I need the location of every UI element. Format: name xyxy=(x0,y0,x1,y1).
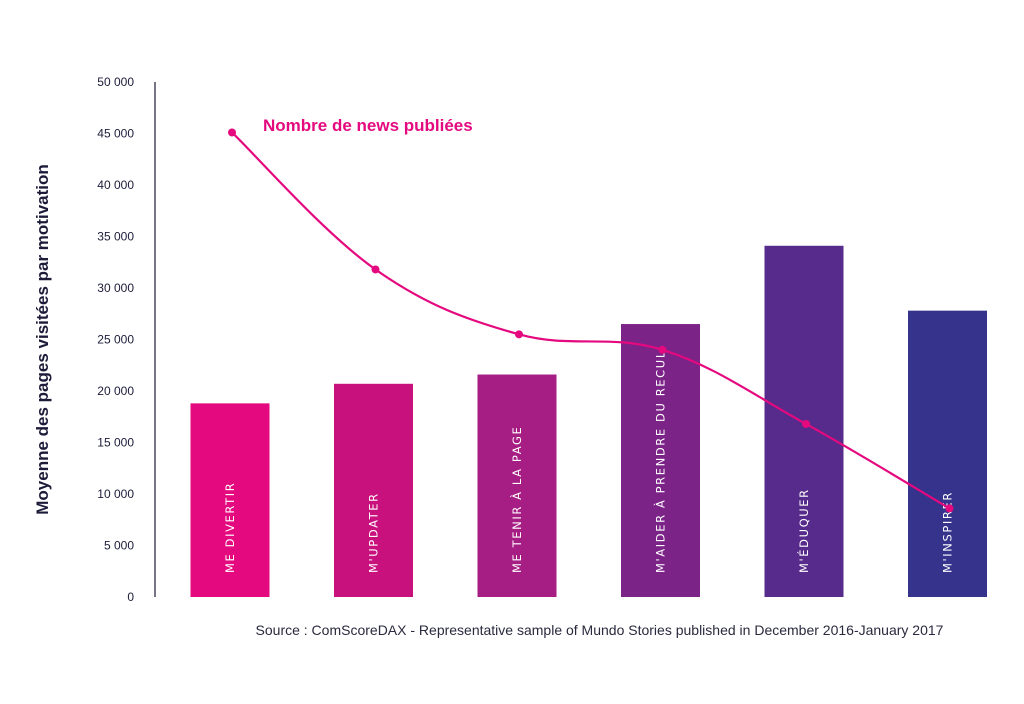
line-point xyxy=(371,265,380,274)
y-tick-label: 0 xyxy=(127,590,134,604)
line-series-label: Nombre de news publiées xyxy=(263,116,473,135)
bar xyxy=(908,310,987,597)
bar-label: M'AIDER À PRENDRE DU RECUL xyxy=(653,350,668,573)
bar xyxy=(621,324,700,597)
bar-label: M'ÉDUQUER xyxy=(796,488,811,573)
bar-label: ME TENIR À LA PAGE xyxy=(509,426,524,573)
line-point xyxy=(802,419,810,428)
bar xyxy=(334,383,413,597)
bars: ME DIVERTIR M'UPDATER ME TENIR À LA PAGE M'… xyxy=(190,245,987,597)
y-axis: 0 5 000 10 000 15 000 20 000 25 000 30 000 35 0… xyxy=(97,75,156,604)
y-tick-label: 35 000 xyxy=(97,230,134,244)
line-point xyxy=(228,128,236,137)
y-tick-label: 30 000 xyxy=(97,281,134,295)
line-point xyxy=(515,330,523,339)
y-tick-label: 40 000 xyxy=(97,178,134,192)
y-tick-label: 25 000 xyxy=(97,333,134,347)
y-tick-label: 10 000 xyxy=(97,487,134,501)
line-path xyxy=(231,131,951,510)
y-tick-label: 45 000 xyxy=(97,127,134,141)
line-point xyxy=(945,504,954,513)
line-series xyxy=(228,128,954,513)
bar xyxy=(190,403,270,597)
source-note: Source : ComScoreDAX - Representative sa… xyxy=(255,622,944,638)
bar-label: M'UPDATER xyxy=(367,492,381,573)
line-point xyxy=(658,345,667,354)
bar-label: ME DIVERTIR xyxy=(223,482,237,573)
y-tick-label: 20 000 xyxy=(97,384,134,398)
y-tick-label: 50 000 xyxy=(97,75,134,89)
y-tick-label: 15 000 xyxy=(97,436,134,450)
bar xyxy=(477,374,557,597)
y-axis-label: Moyenne des pages visitées par motivatio… xyxy=(33,164,52,515)
y-tick-label: 5 000 xyxy=(104,539,134,553)
